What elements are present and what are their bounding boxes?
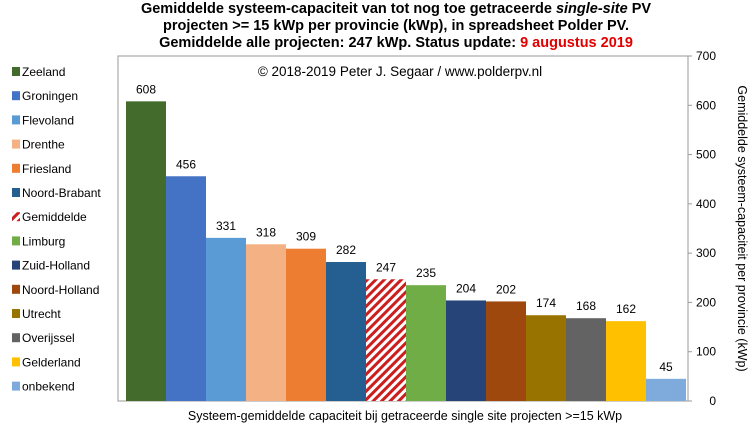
y-tick-label-300: 300	[696, 246, 716, 260]
value-label-gemiddelde: 247	[376, 260, 396, 274]
y-tick-label-700: 700	[696, 49, 716, 63]
value-label-flevoland: 331	[216, 219, 236, 233]
legend-swatch-zeeland	[12, 67, 20, 76]
y-tick-label-100: 100	[696, 345, 716, 359]
chart-title-line-2: projecten >= 15 kWp per provincie (kWp),…	[163, 18, 629, 34]
value-label-gelderland: 162	[616, 302, 636, 316]
legend-label-limburg: Limburg	[22, 234, 65, 248]
legend-label-groningen: Groningen	[22, 89, 78, 103]
y-axis: 0 100 200 300 400 500 600 700	[688, 49, 716, 408]
bar-zeeland	[126, 101, 166, 401]
y-tick-label-600: 600	[696, 98, 716, 112]
bars-group	[126, 101, 686, 401]
value-label-zeeland: 608	[136, 82, 156, 96]
y-axis-title: Gemiddelde systeem-capaciteit per provin…	[735, 85, 749, 371]
legend-label-overijssel: Overijssel	[22, 331, 75, 345]
legend-swatch-noord-holland	[12, 284, 20, 294]
copyright-text: © 2018-2019 Peter J. Segaar / www.polder…	[258, 64, 542, 79]
legend-swatch-friesland	[12, 163, 20, 173]
legend-label-gemiddelde: Gemiddelde	[22, 210, 87, 224]
value-label-overijssel: 168	[576, 299, 596, 313]
legend-swatch-utrecht	[12, 309, 20, 318]
legend-label-utrecht: Utrecht	[22, 307, 61, 321]
legend-label-zuid-holland: Zuid-Holland	[22, 259, 90, 273]
legend-swatch-gelderland	[12, 357, 20, 367]
legend-swatch-gemiddelde	[12, 212, 20, 222]
bar-noord-holland	[486, 301, 526, 401]
y-tick-label-0: 0	[709, 394, 716, 408]
y-tick-label-400: 400	[696, 197, 716, 211]
x-axis-title: Systeem-gemiddelde capaciteit bij getrac…	[188, 409, 622, 423]
bar-flevoland	[206, 237, 246, 401]
value-label-onbekend: 45	[659, 360, 673, 374]
legend-label-flevoland: Flevoland	[22, 113, 74, 127]
legend-label-zeeland: Zeeland	[22, 65, 65, 79]
legend-label-noord-brabant: Noord-Brabant	[22, 186, 101, 200]
bar-noord-brabant	[326, 262, 366, 401]
legend-swatch-drenthe	[12, 139, 20, 149]
legend-swatch-onbekend	[12, 381, 20, 391]
legend-label-friesland: Friesland	[22, 162, 71, 176]
legend-swatch-noord-brabant	[12, 188, 20, 197]
bar-utrecht	[526, 315, 566, 401]
legend-swatch-flevoland	[12, 115, 20, 125]
chart-title-line-3: Gemiddelde alle projecten: 247 kWp. Stat…	[159, 35, 633, 51]
y-tick-label-500: 500	[696, 148, 716, 162]
bar-zuid-holland	[446, 300, 486, 401]
value-labels-group: 608 456 331 318 309 282 247 235 204 202 174 168 162 4…	[136, 82, 673, 373]
bar-gemiddelde	[366, 279, 406, 401]
y-tick-label-200: 200	[696, 295, 716, 309]
legend-swatch-groningen	[12, 91, 20, 101]
legend-swatch-zuid-holland	[12, 260, 20, 270]
bar-limburg	[406, 285, 446, 401]
value-label-limburg: 235	[416, 266, 436, 280]
legend-label-drenthe: Drenthe	[22, 138, 65, 152]
legend-label-onbekend: onbekend	[22, 380, 75, 394]
bar-onbekend	[646, 378, 686, 401]
legend-swatch-overijssel	[12, 333, 20, 343]
legend-swatch-limburg	[12, 236, 20, 246]
value-label-drenthe: 318	[256, 225, 276, 239]
legend-label-noord-holland: Noord-Holland	[22, 283, 99, 297]
legend-label-gelderland: Gelderland	[22, 355, 81, 369]
bar-gelderland	[606, 321, 646, 401]
legend: Zeeland Groningen Flevoland Drenthe Frieslan…	[12, 65, 101, 394]
bar-groningen	[166, 176, 206, 401]
bar-friesland	[286, 248, 326, 401]
value-label-groningen: 456	[176, 157, 196, 171]
bar-drenthe	[246, 244, 286, 401]
bar-overijssel	[566, 318, 606, 401]
value-label-noord-holland: 202	[496, 282, 516, 296]
value-label-utrecht: 174	[536, 296, 556, 310]
chart-title-line-1: Gemiddelde systeem-capaciteit van tot no…	[141, 1, 651, 17]
value-label-zuid-holland: 204	[456, 281, 476, 295]
value-label-friesland: 309	[296, 230, 316, 244]
status-date: 9 augustus 2019	[520, 35, 633, 51]
value-label-noord-brabant: 282	[336, 243, 356, 257]
